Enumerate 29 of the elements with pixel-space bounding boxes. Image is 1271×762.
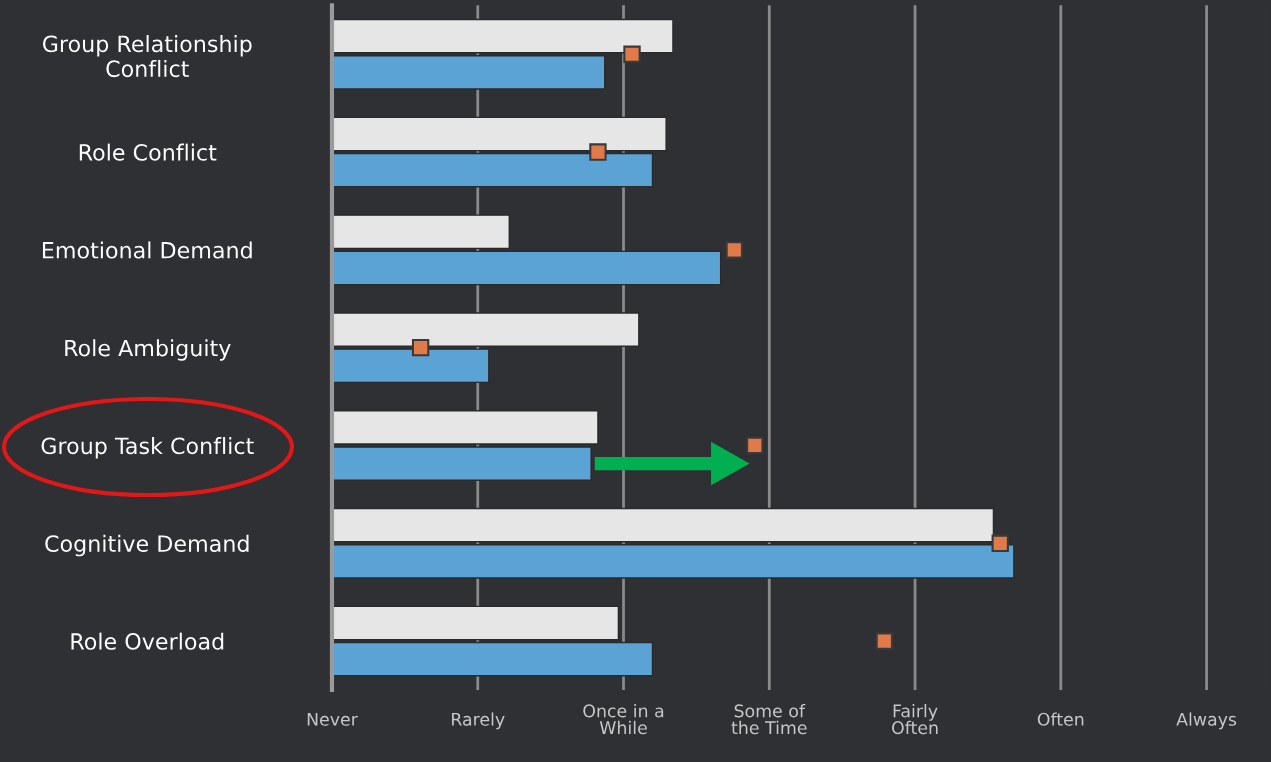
y-tick-label: Role Ambiguity bbox=[65, 339, 231, 361]
text: Once in a While bbox=[583, 704, 664, 735]
point bbox=[589, 143, 607, 161]
y-tick-label: Group Task Conflict bbox=[41, 437, 254, 459]
bar bbox=[331, 18, 674, 54]
y-tick-label: Role Conflict bbox=[79, 143, 217, 161]
text: Often bbox=[1037, 712, 1084, 726]
bar bbox=[331, 641, 654, 677]
point bbox=[991, 534, 1009, 552]
text: Some of the Time bbox=[731, 704, 807, 735]
bar bbox=[331, 605, 620, 641]
y-tick-label: Role Overload bbox=[71, 632, 224, 650]
point bbox=[746, 436, 764, 455]
bar bbox=[331, 116, 667, 152]
text: Always bbox=[1176, 712, 1237, 730]
bar bbox=[331, 55, 606, 90]
bar bbox=[331, 214, 510, 250]
y-tick-label: Cognitive Demand bbox=[45, 534, 249, 557]
bar bbox=[331, 250, 722, 286]
point bbox=[725, 241, 743, 259]
point bbox=[875, 632, 893, 650]
bar bbox=[331, 152, 654, 188]
y-tick-label: Group Relationship Conflict bbox=[42, 35, 252, 78]
y-tick-label: Emotional Demand bbox=[42, 241, 252, 259]
text: Never bbox=[307, 712, 358, 726]
point bbox=[623, 45, 641, 63]
point bbox=[411, 338, 430, 357]
text: Fairly Often bbox=[892, 704, 938, 735]
text: Rarely bbox=[452, 712, 505, 730]
